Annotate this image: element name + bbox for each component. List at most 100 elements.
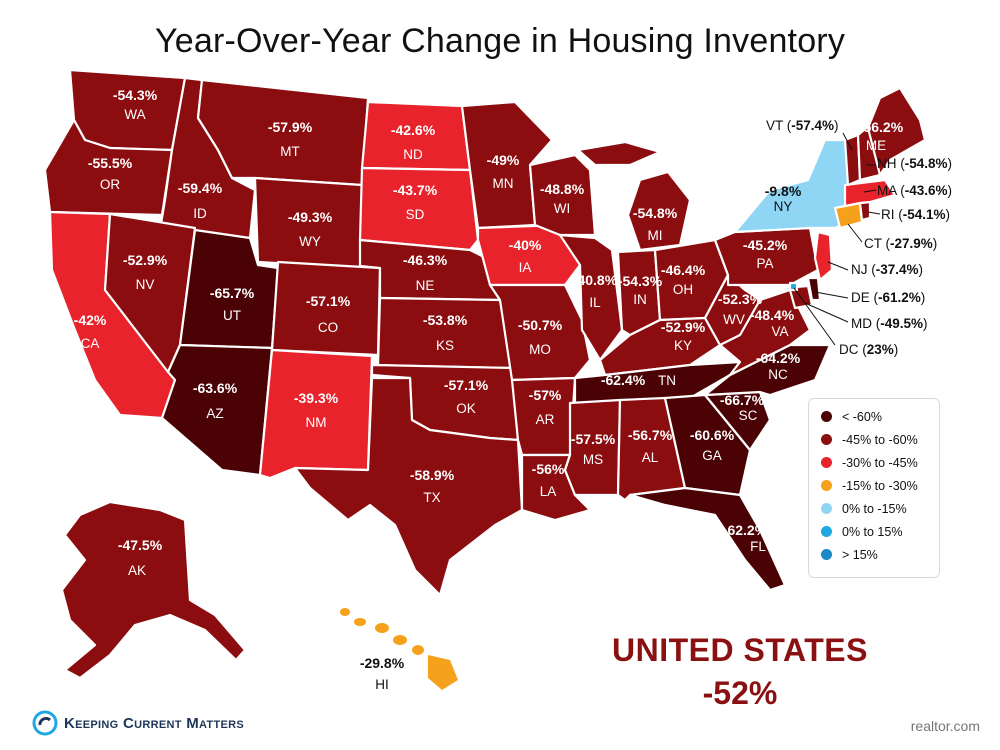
- leader-lines: [793, 132, 881, 346]
- callout-VT: VT (-57.4%): [766, 118, 839, 133]
- legend-row: < -60%: [821, 409, 882, 425]
- label-WA: -54.3% WA: [113, 87, 158, 122]
- legend-swatch: [821, 457, 832, 468]
- state-IL[interactable]: [558, 233, 624, 362]
- logo-text: Keeping Current Matters: [64, 714, 244, 732]
- svg-text:AR: AR: [536, 412, 555, 427]
- state-ME[interactable]: [866, 86, 927, 177]
- label-AR: -57% AR: [529, 387, 562, 427]
- svg-text:-46.4%: -46.4%: [661, 262, 706, 278]
- svg-text:KS: KS: [436, 338, 454, 353]
- label-HI: -29.8% HI: [360, 655, 405, 692]
- label-UT: -65.7% UT: [210, 285, 255, 323]
- svg-text:GA: GA: [702, 448, 722, 463]
- svg-text:-42%: -42%: [74, 312, 107, 328]
- svg-text:-47.5%: -47.5%: [118, 537, 163, 553]
- callout-CT: CT (-27.9%): [864, 236, 938, 251]
- svg-text:-59.4%: -59.4%: [178, 180, 223, 196]
- legend-swatch: [821, 526, 832, 537]
- label-FL: -62.2%FL: [723, 522, 768, 554]
- label-NE: -46.3% NE: [403, 252, 448, 293]
- state-MS[interactable]: [563, 398, 622, 497]
- legend-swatch: [821, 434, 832, 445]
- state-RI[interactable]: [858, 200, 872, 222]
- svg-text:-65.7%: -65.7%: [210, 285, 255, 301]
- callout-MD: MD (-49.5%): [851, 316, 928, 331]
- state-WI[interactable]: [528, 153, 597, 237]
- label-IN: -54.3% IN: [618, 273, 663, 307]
- label-WY: -49.3% WY: [288, 209, 333, 249]
- brand-logo: Keeping Current Matters: [32, 710, 244, 736]
- label-IL: -40.8% IL: [573, 272, 618, 310]
- label-IA: -40% IA: [509, 237, 542, 275]
- svg-text:-54.3%: -54.3%: [618, 273, 663, 289]
- svg-text:VA: VA: [771, 324, 788, 339]
- state-HI[interactable]: [340, 608, 458, 690]
- callout-NH: NH (-54.8%): [877, 156, 953, 171]
- label-WI: -48.8% WI: [540, 181, 585, 216]
- label-MO: -50.7% MO: [518, 317, 563, 357]
- svg-text:WA: WA: [124, 107, 145, 122]
- svg-text:LA: LA: [540, 484, 557, 499]
- svg-text:-57.9%: -57.9%: [268, 119, 313, 135]
- label-TX: -58.9% TX: [410, 467, 455, 505]
- svg-text:-57%: -57%: [529, 387, 562, 403]
- logo-icon: [32, 710, 58, 736]
- svg-text:-62.2%: -62.2%: [723, 522, 768, 538]
- svg-text:AL: AL: [642, 450, 659, 465]
- svg-text:-53.8%: -53.8%: [423, 312, 468, 328]
- svg-text:MN: MN: [493, 176, 514, 191]
- svg-text:KY: KY: [674, 338, 692, 353]
- svg-text:-49%: -49%: [487, 152, 520, 168]
- legend-swatch: [821, 480, 832, 491]
- svg-text:-29.8%: -29.8%: [360, 655, 405, 671]
- svg-text:IN: IN: [633, 292, 647, 307]
- state-VA[interactable]: [718, 288, 812, 377]
- svg-text:TN: TN: [658, 373, 676, 388]
- state-MD[interactable]: [758, 284, 814, 310]
- label-KY: -52.9% KY: [661, 319, 706, 353]
- label-OR: -55.5% OR: [88, 155, 133, 192]
- svg-text:-45.2%: -45.2%: [743, 237, 788, 253]
- svg-text:IA: IA: [519, 260, 532, 275]
- svg-text:MS: MS: [583, 452, 603, 467]
- svg-text:NM: NM: [306, 415, 327, 430]
- callout-MA: MA (-43.6%): [877, 183, 953, 198]
- national-value: -52%: [702, 675, 778, 711]
- label-LA: -56% LA: [532, 461, 565, 499]
- state-DE[interactable]: [806, 276, 822, 302]
- state-KS[interactable]: [376, 296, 514, 370]
- legend-swatch: [821, 503, 832, 514]
- state-DC[interactable]: [788, 281, 799, 292]
- svg-text:-55.5%: -55.5%: [88, 155, 133, 171]
- state-GA[interactable]: [663, 393, 752, 497]
- svg-text:FL: FL: [750, 539, 766, 554]
- label-AK: -47.5% AK: [118, 537, 163, 578]
- state-MO[interactable]: [488, 283, 592, 382]
- svg-text:-64.2%: -64.2%: [756, 350, 801, 366]
- state-AK[interactable]: [60, 500, 247, 680]
- state-NM[interactable]: [258, 348, 374, 480]
- svg-text:ME: ME: [866, 138, 886, 153]
- svg-text:-62.4%: -62.4%: [601, 372, 646, 388]
- state-TX[interactable]: [293, 376, 524, 597]
- state-SD[interactable]: [358, 166, 480, 252]
- legend-row: -15% to -30%: [821, 478, 918, 494]
- svg-text:IL: IL: [589, 295, 601, 310]
- label-CO: -57.1% CO: [306, 293, 351, 335]
- svg-text:-66.7%: -66.7%: [720, 392, 765, 408]
- svg-text:CA: CA: [81, 336, 100, 351]
- national-label: UNITED STATES: [612, 632, 868, 668]
- state-FL[interactable]: [628, 486, 787, 592]
- state-MI-upper[interactable]: [576, 140, 662, 167]
- label-GA: -60.6% GA: [690, 427, 735, 463]
- svg-text:-49.3%: -49.3%: [288, 209, 333, 225]
- svg-text:WY: WY: [299, 234, 321, 249]
- svg-text:-46.3%: -46.3%: [403, 252, 448, 268]
- svg-text:-57.5%: -57.5%: [571, 431, 616, 447]
- svg-text:UT: UT: [223, 308, 241, 323]
- state-MA[interactable]: [843, 178, 897, 208]
- state-NC[interactable]: [703, 343, 832, 397]
- svg-text:SD: SD: [406, 207, 425, 222]
- state-NJ[interactable]: [813, 230, 834, 282]
